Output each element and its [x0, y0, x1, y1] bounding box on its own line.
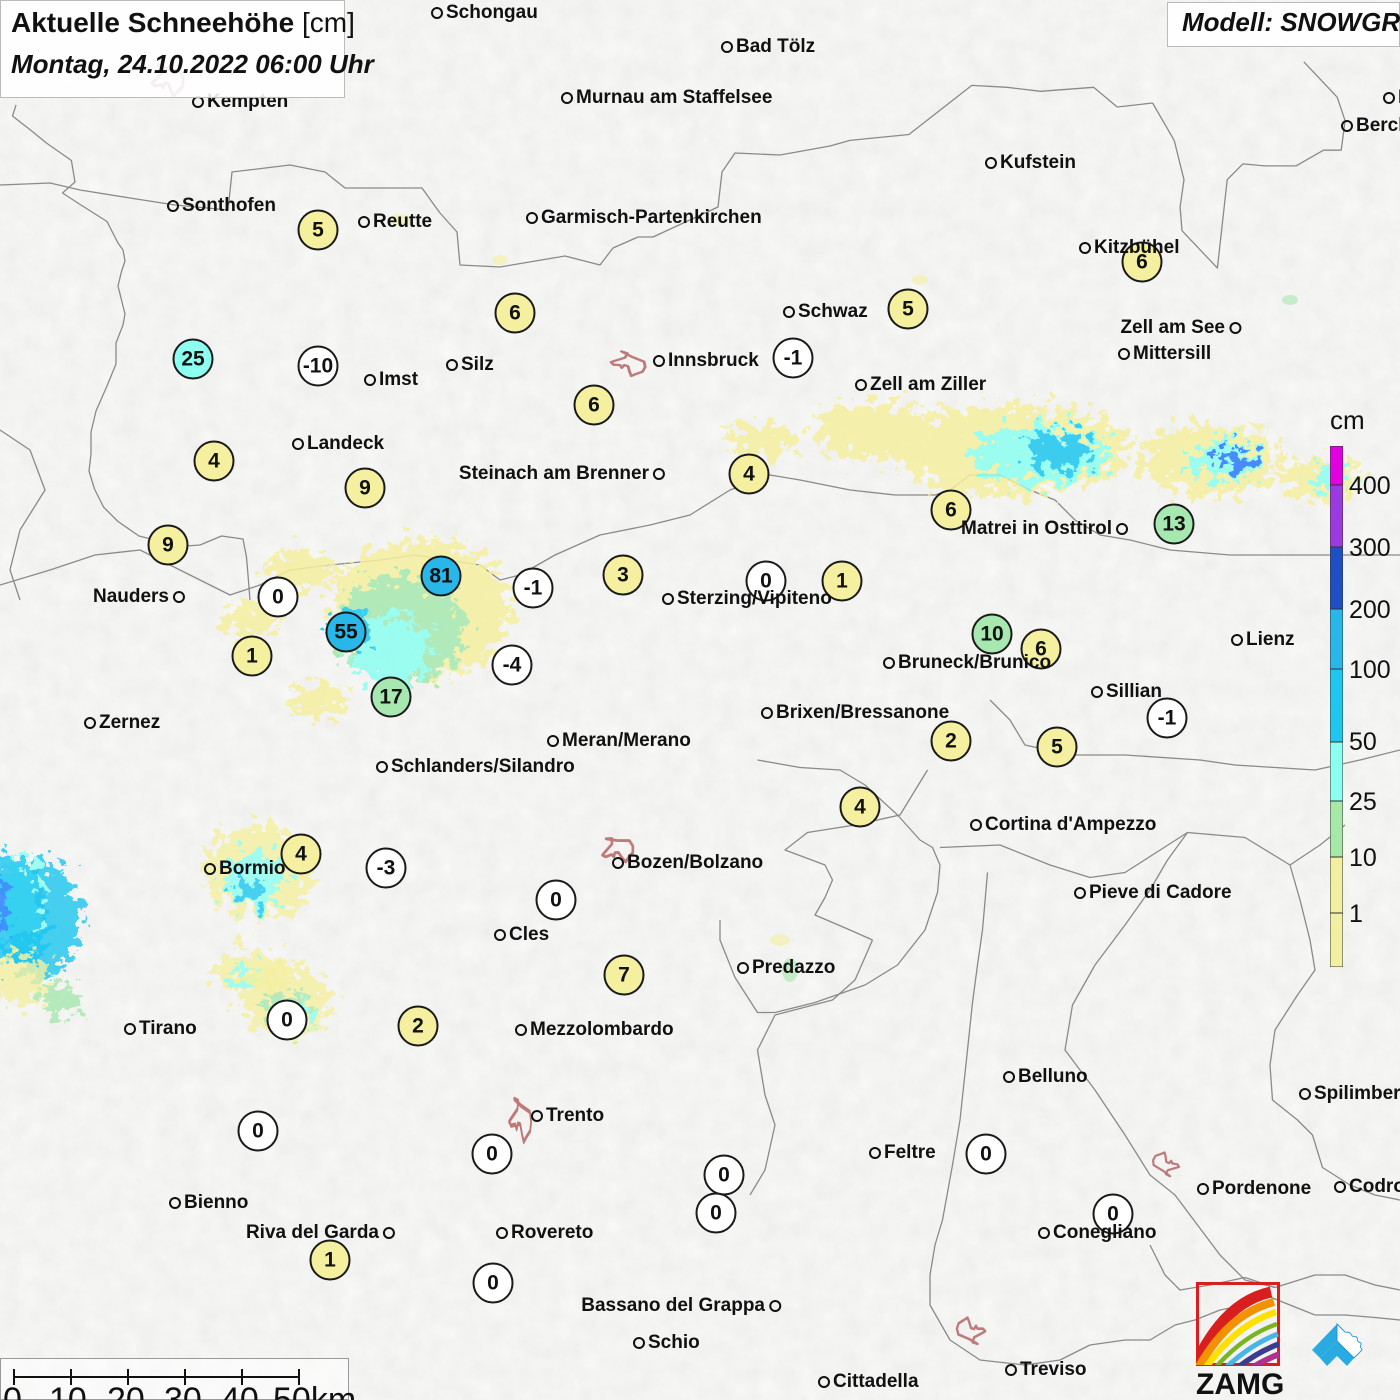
svg-text:ZAMG: ZAMG	[1196, 1368, 1284, 1400]
